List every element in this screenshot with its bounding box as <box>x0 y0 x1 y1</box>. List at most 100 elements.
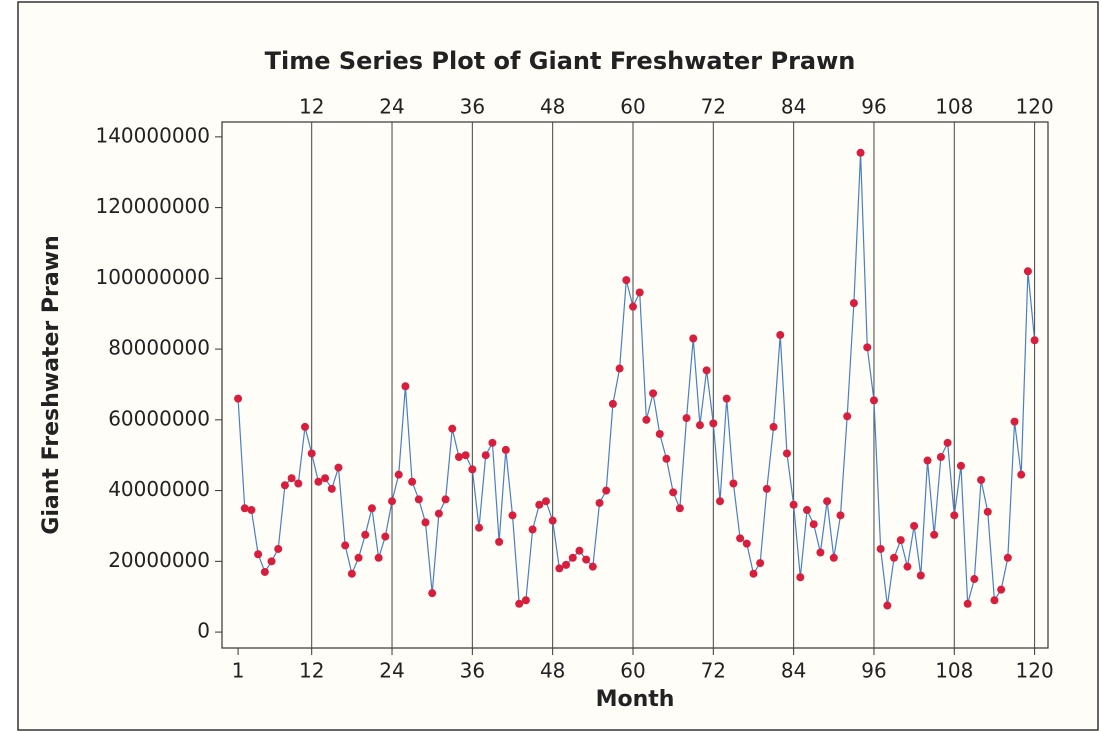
data-point <box>468 465 477 474</box>
y-tick-label: 60000000 <box>108 406 210 430</box>
data-point <box>936 452 945 461</box>
y-axis-label: Giant Freshwater Prawn <box>39 235 64 534</box>
data-point <box>669 488 678 497</box>
y-tick-label: 0 <box>197 619 210 643</box>
x-tick-label: 108 <box>935 659 973 683</box>
data-point <box>997 585 1006 594</box>
data-point <box>736 534 745 543</box>
data-point <box>1017 470 1026 479</box>
data-point <box>441 495 450 504</box>
data-point <box>508 511 517 520</box>
x-tick-label: 24 <box>379 659 404 683</box>
data-point <box>528 525 537 534</box>
data-point <box>749 569 758 578</box>
data-point <box>280 481 289 490</box>
data-point <box>682 414 691 423</box>
x-tick-label: 60 <box>620 659 645 683</box>
top-tick-label: 108 <box>935 95 973 119</box>
data-point <box>562 560 571 569</box>
data-point <box>722 394 731 403</box>
top-tick-label: 60 <box>620 95 645 119</box>
chart-frame <box>17 1 1099 731</box>
x-axis-label: Month <box>596 687 675 712</box>
data-point <box>548 516 557 525</box>
y-tick-label: 40000000 <box>108 477 210 501</box>
data-point <box>608 399 617 408</box>
data-point <box>321 474 330 483</box>
data-point <box>421 518 430 527</box>
data-point <box>816 548 825 557</box>
data-point <box>689 334 698 343</box>
data-point <box>642 415 651 424</box>
data-point <box>628 302 637 311</box>
data-point <box>809 520 818 529</box>
data-point <box>568 553 577 562</box>
data-point <box>448 424 457 433</box>
data-point <box>267 557 276 566</box>
data-point <box>341 541 350 550</box>
data-point <box>655 429 664 438</box>
data-point <box>347 569 356 578</box>
top-tick-label: 36 <box>460 95 485 119</box>
data-point <box>488 438 497 447</box>
data-point <box>729 479 738 488</box>
data-point <box>789 500 798 509</box>
data-point <box>876 544 885 553</box>
data-point <box>588 562 597 571</box>
top-tick-label: 96 <box>861 95 886 119</box>
data-point <box>769 422 778 431</box>
x-tick-label: 48 <box>540 659 565 683</box>
data-point <box>475 523 484 532</box>
data-point <box>602 486 611 495</box>
data-point <box>883 601 892 610</box>
data-point <box>709 419 718 428</box>
data-point <box>916 571 925 580</box>
top-tick-label: 12 <box>299 95 324 119</box>
data-point <box>843 412 852 421</box>
x-tick-label: 36 <box>460 659 485 683</box>
data-point <box>856 148 865 157</box>
x-tick-label: 84 <box>781 659 806 683</box>
data-point <box>541 497 550 506</box>
data-point <box>943 438 952 447</box>
data-point <box>863 343 872 352</box>
top-tick-label: 24 <box>379 95 404 119</box>
data-point <box>428 589 437 598</box>
data-point <box>823 497 832 506</box>
data-point <box>950 511 959 520</box>
data-point <box>274 544 283 553</box>
data-point <box>662 454 671 463</box>
data-point <box>414 495 423 504</box>
data-point <box>1030 336 1039 345</box>
y-tick-label: 80000000 <box>108 336 210 360</box>
x-tick-label: 1 <box>232 659 245 683</box>
x-tick-label: 12 <box>299 659 324 683</box>
data-point <box>1023 267 1032 276</box>
top-tick-label: 120 <box>1016 95 1054 119</box>
chart-title: Time Series Plot of Giant Freshwater Pra… <box>265 47 856 75</box>
series-line <box>237 152 1036 606</box>
plot-area <box>221 121 1049 649</box>
data-point <box>695 421 704 430</box>
data-point <box>314 477 323 486</box>
data-point <box>675 504 684 513</box>
data-point <box>742 539 751 548</box>
data-point <box>461 451 470 460</box>
data-point <box>454 452 463 461</box>
data-point <box>254 550 263 559</box>
data-point <box>903 562 912 571</box>
data-point <box>327 484 336 493</box>
top-tick-label: 72 <box>701 95 726 119</box>
data-point <box>575 546 584 555</box>
data-point <box>782 449 791 458</box>
data-point <box>776 330 785 339</box>
data-point <box>501 445 510 454</box>
top-tick-label: 84 <box>781 95 806 119</box>
data-point <box>956 461 965 470</box>
data-point <box>910 521 919 530</box>
data-point <box>294 479 303 488</box>
data-point <box>622 276 631 285</box>
y-tick-label: 120000000 <box>95 194 210 218</box>
data-point <box>401 382 410 391</box>
